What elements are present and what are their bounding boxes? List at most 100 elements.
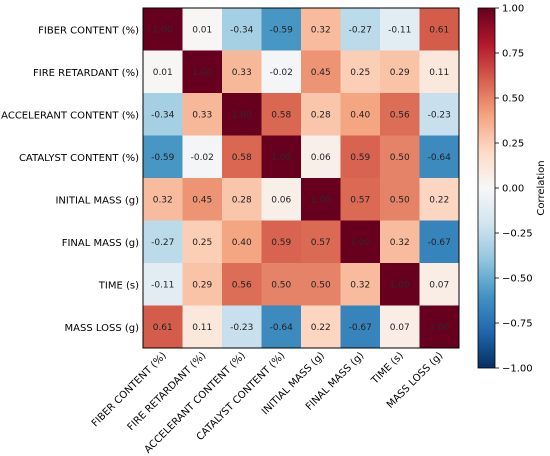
heatmap-cell [143, 305, 183, 349]
cell-value-label: 1.00 [350, 238, 370, 248]
heatmap-cell [340, 178, 381, 221]
heatmap-cell [261, 93, 302, 136]
cell-value-label: -0.02 [191, 153, 214, 163]
cell-value-label: 0.28 [311, 110, 331, 120]
heatmap-cell [143, 8, 183, 51]
heatmap-cell [340, 220, 381, 264]
cell-value-label: 1.00 [153, 25, 173, 35]
heatmap-cell [419, 305, 460, 349]
heatmap-cell [419, 50, 460, 94]
cell-value-label: 0.50 [390, 153, 410, 163]
cell-value-label: -0.34 [151, 110, 175, 120]
cell-value-label: -0.34 [230, 25, 254, 35]
cell-value-label: 0.32 [311, 25, 331, 35]
heatmap-cell [419, 220, 460, 264]
heatmap-cell [222, 220, 262, 264]
heatmap-cell [222, 8, 262, 51]
colorbar-tick-label: 0.25 [502, 139, 524, 150]
colorbar-tick-label: 1.00 [502, 4, 524, 15]
cell-value-label: 0.25 [350, 68, 370, 78]
cell-value-label: -0.64 [428, 153, 452, 163]
cell-value-label: 0.11 [192, 323, 212, 333]
heatmap-cell [380, 305, 420, 349]
cell-value-label: 0.01 [192, 25, 212, 35]
cell-value-label: 0.01 [153, 68, 173, 78]
cell-value-label: 0.50 [271, 280, 291, 290]
heatmap-cell [340, 50, 381, 94]
heatmap-cell [419, 8, 460, 51]
cell-value-label: 0.40 [232, 238, 252, 248]
cell-value-label: 0.58 [271, 110, 291, 120]
heatmap-cell [261, 220, 302, 264]
row-label: FINAL MASS (g) [62, 238, 139, 249]
colorbar-label: Correlation [536, 160, 547, 215]
cell-value-label: 0.50 [311, 280, 331, 290]
colorbar-tick-label: 0.75 [502, 49, 524, 60]
heatmap-cell [182, 8, 223, 51]
cell-value-label: 0.29 [390, 68, 410, 78]
cell-value-label: -0.23 [230, 323, 253, 333]
heatmap-cell [182, 93, 223, 136]
heatmap-cell [143, 50, 183, 94]
heatmap-cell [182, 263, 223, 306]
heatmap-cell [261, 263, 302, 306]
heatmap-cell [380, 50, 420, 94]
cell-value-label: -0.11 [151, 280, 174, 290]
cell-value-label: -0.64 [270, 323, 294, 333]
heatmap-cell [301, 305, 341, 349]
cell-value-label: -0.67 [428, 238, 451, 248]
heatmap-cell [222, 263, 262, 306]
column-label: FIBER CONTENT (%) [90, 350, 169, 429]
heatmap-cell [380, 135, 420, 179]
heatmap-cell [340, 135, 381, 179]
cell-value-label: 1.00 [271, 153, 291, 163]
heatmap-cell [301, 8, 341, 51]
cell-value-label: 0.56 [390, 110, 410, 120]
cell-value-label: 0.32 [153, 195, 173, 205]
heatmap-cell [301, 178, 341, 221]
cell-value-label: 0.06 [311, 153, 331, 163]
cell-value-label: -0.67 [349, 323, 372, 333]
cell-value-label: 1.00 [390, 280, 410, 290]
cell-value-label: -0.27 [151, 238, 174, 248]
cell-value-label: 1.00 [429, 323, 449, 333]
heatmap-cell [340, 305, 381, 349]
cell-value-label: -0.59 [270, 25, 294, 35]
heatmap-cell [143, 263, 183, 306]
column-label: TIME (s) [369, 350, 406, 387]
colorbar-tick-label: −1.00 [502, 364, 533, 375]
cell-value-label: 1.00 [192, 68, 212, 78]
cell-value-label: 0.25 [192, 238, 212, 248]
heatmap-cell [301, 93, 341, 136]
cell-value-label: -0.23 [428, 110, 451, 120]
cell-value-label: 0.61 [153, 323, 173, 333]
heatmap-cell [301, 220, 341, 264]
cell-value-label: 0.59 [350, 153, 370, 163]
cell-value-label: 0.28 [232, 195, 252, 205]
row-label: MASS LOSS (g) [65, 323, 140, 334]
heatmap-cell [261, 8, 302, 51]
cell-value-label: 0.07 [390, 323, 410, 333]
row-label: INITIAL MASS (g) [55, 195, 139, 206]
heatmap-cell [419, 178, 460, 221]
heatmap-cell [261, 135, 302, 179]
plot-frame [142, 7, 460, 349]
heatmap-cell [182, 50, 223, 94]
colorbar-tick-label: −0.50 [502, 274, 533, 285]
heatmap-cell [419, 135, 460, 179]
heatmap-cell [261, 50, 302, 94]
heatmap-cell [222, 135, 262, 179]
heatmap-cell [222, 50, 262, 94]
column-label: FIRE RETARDANT (%) [126, 350, 209, 433]
cell-value-label: 0.40 [350, 110, 370, 120]
cell-value-label: 0.22 [311, 323, 331, 333]
colorbar-gradient [477, 7, 496, 369]
cell-value-label: 0.33 [232, 68, 252, 78]
heatmap-cell [143, 220, 183, 264]
row-label: FIRE RETARDANT (%) [33, 68, 139, 79]
cell-value-label: 0.56 [232, 280, 252, 290]
cell-value-label: 1.00 [232, 110, 252, 120]
cell-value-label: 0.45 [192, 195, 212, 205]
heatmap-cell [419, 93, 460, 136]
cell-value-label: 0.29 [192, 280, 212, 290]
